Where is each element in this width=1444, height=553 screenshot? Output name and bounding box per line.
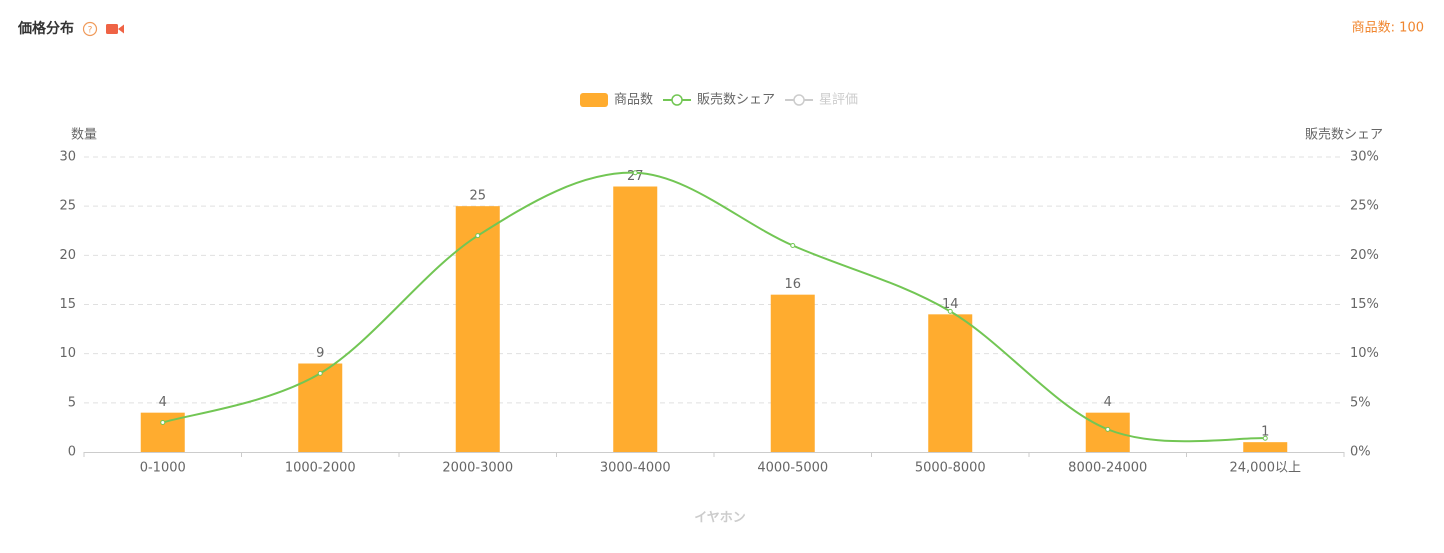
y-tick-label: 10 — [59, 346, 76, 361]
bar-value-label: 4 — [159, 395, 167, 410]
y2-axis-label: 販売数シェア — [1305, 127, 1383, 143]
bar — [1085, 412, 1130, 452]
y-tick-label: 30 — [59, 150, 76, 165]
x-tick-label: 5000-8000 — [915, 461, 986, 476]
legend-label: 商品数 — [614, 93, 653, 108]
video-icon[interactable] — [106, 24, 124, 34]
bar — [770, 294, 815, 452]
bar-value-label: 25 — [469, 189, 486, 204]
svg-text:?: ? — [88, 26, 93, 36]
chart-title: 価格分布 — [17, 20, 74, 37]
x-tick-label: 1000-2000 — [285, 461, 356, 476]
bar-value-label: 4 — [1104, 395, 1112, 410]
share-line — [162, 171, 1266, 443]
bar — [455, 206, 500, 452]
y-tick-label: 5 — [68, 395, 76, 410]
x-tick-label: 3000-4000 — [600, 461, 671, 476]
y2-tick-label: 20% — [1350, 248, 1379, 263]
x-axis-label: イヤホン — [694, 511, 746, 526]
y2-tick-label: 0% — [1350, 445, 1371, 460]
bar-value-label: 1 — [1261, 425, 1269, 440]
legend-label: 星評価 — [819, 93, 858, 108]
bar — [298, 363, 343, 452]
y-tick-label: 20 — [59, 248, 76, 263]
x-tick-label: 0-1000 — [140, 461, 186, 476]
y2-tick-label: 25% — [1350, 199, 1379, 214]
help-icon[interactable]: ? — [82, 21, 98, 37]
line-point — [1105, 426, 1111, 432]
legend-swatch — [793, 94, 805, 106]
line-point — [317, 370, 323, 376]
y-tick-label: 0 — [68, 445, 76, 460]
y2-tick-label: 10% — [1350, 346, 1379, 361]
legend-label: 販売数シェア — [697, 92, 775, 108]
line-point — [632, 170, 638, 176]
legend-item[interactable]: 販売数シェア — [663, 92, 775, 108]
bar — [613, 186, 658, 452]
count-annotation: 商品数: 100 — [1352, 21, 1424, 36]
legend: 商品数 販売数シェア 星評価 — [580, 92, 858, 108]
line-point — [1262, 435, 1268, 441]
x-tick-label: 8000-24000 — [1068, 461, 1147, 476]
legend-swatch — [671, 94, 683, 106]
legend-item[interactable]: 星評価 — [785, 93, 858, 108]
y2-tick-label: 30% — [1350, 150, 1379, 165]
y2-tick-label: 15% — [1350, 297, 1379, 312]
x-tick-label: 24,000以上 — [1230, 461, 1302, 476]
bar — [1243, 442, 1288, 452]
legend-swatch — [580, 93, 608, 107]
y-axis-label: 数量 — [71, 128, 97, 143]
x-tick-label: 4000-5000 — [757, 461, 828, 476]
y-tick-label: 15 — [59, 297, 76, 312]
line-point — [160, 420, 166, 425]
y2-tick-label: 5% — [1350, 395, 1371, 410]
bar-value-label: 16 — [784, 277, 801, 292]
line-point — [790, 243, 796, 248]
x-tick-label: 2000-3000 — [442, 461, 513, 476]
bar — [928, 314, 973, 452]
line-point — [475, 233, 481, 239]
legend-item[interactable]: 商品数 — [580, 93, 653, 108]
line-point — [947, 308, 953, 314]
y-tick-label: 25 — [59, 199, 76, 214]
bar-value-label: 9 — [316, 346, 324, 361]
